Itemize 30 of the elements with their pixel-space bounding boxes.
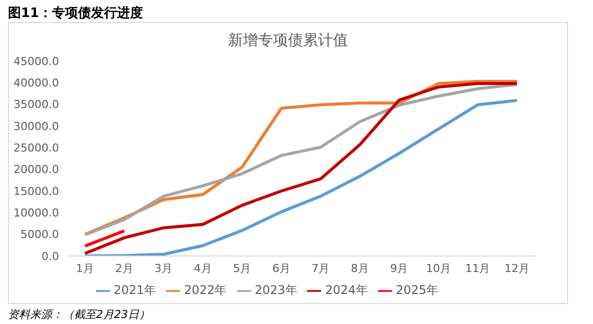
y-tick-label: 10000.0 — [14, 206, 59, 220]
x-tick-label: 6月 — [272, 262, 290, 275]
chart-title: 图11：专项债发行进度 — [8, 4, 144, 22]
y-tick-label: 30000.0 — [14, 120, 59, 133]
x-tick-label: 10月 — [426, 262, 451, 275]
chart-subtitle: 新增专项债累计值 — [227, 31, 349, 51]
y-tick-label: 25000.0 — [14, 142, 59, 155]
x-tick-label: 12月 — [504, 262, 530, 275]
y-tick-label: 15000.0 — [14, 184, 59, 198]
x-tick-label: 4月 — [194, 262, 212, 275]
y-tick-label: 40000.0 — [14, 76, 59, 90]
legend-label: 2021年 — [114, 283, 156, 297]
x-tick-label: 2月 — [115, 262, 134, 275]
y-tick-label: 35000.0 — [14, 98, 59, 112]
legend-label: 2025年 — [396, 283, 438, 297]
legend-label: 2022年 — [184, 283, 227, 297]
legend-label: 2024年 — [325, 283, 368, 297]
x-tick-label: 5月 — [233, 262, 252, 275]
y-tick-label: 45000.0 — [14, 54, 59, 68]
x-tick-label: 7月 — [312, 262, 330, 275]
text: 资料来源：（截至2月23日） — [8, 307, 151, 322]
x-tick-label: 11月 — [465, 262, 490, 275]
x-tick-label: 3月 — [154, 262, 173, 275]
legend-label: 2023年 — [254, 283, 298, 297]
x-tick-label: 9月 — [390, 262, 408, 275]
y-tick-label: 5000.0 — [20, 228, 59, 242]
x-tick-label: 8月 — [350, 262, 369, 275]
y-tick-label: 20000.0 — [14, 163, 59, 176]
y-tick-label: 0.0 — [42, 250, 59, 263]
x-tick-label: 1月 — [76, 262, 94, 275]
